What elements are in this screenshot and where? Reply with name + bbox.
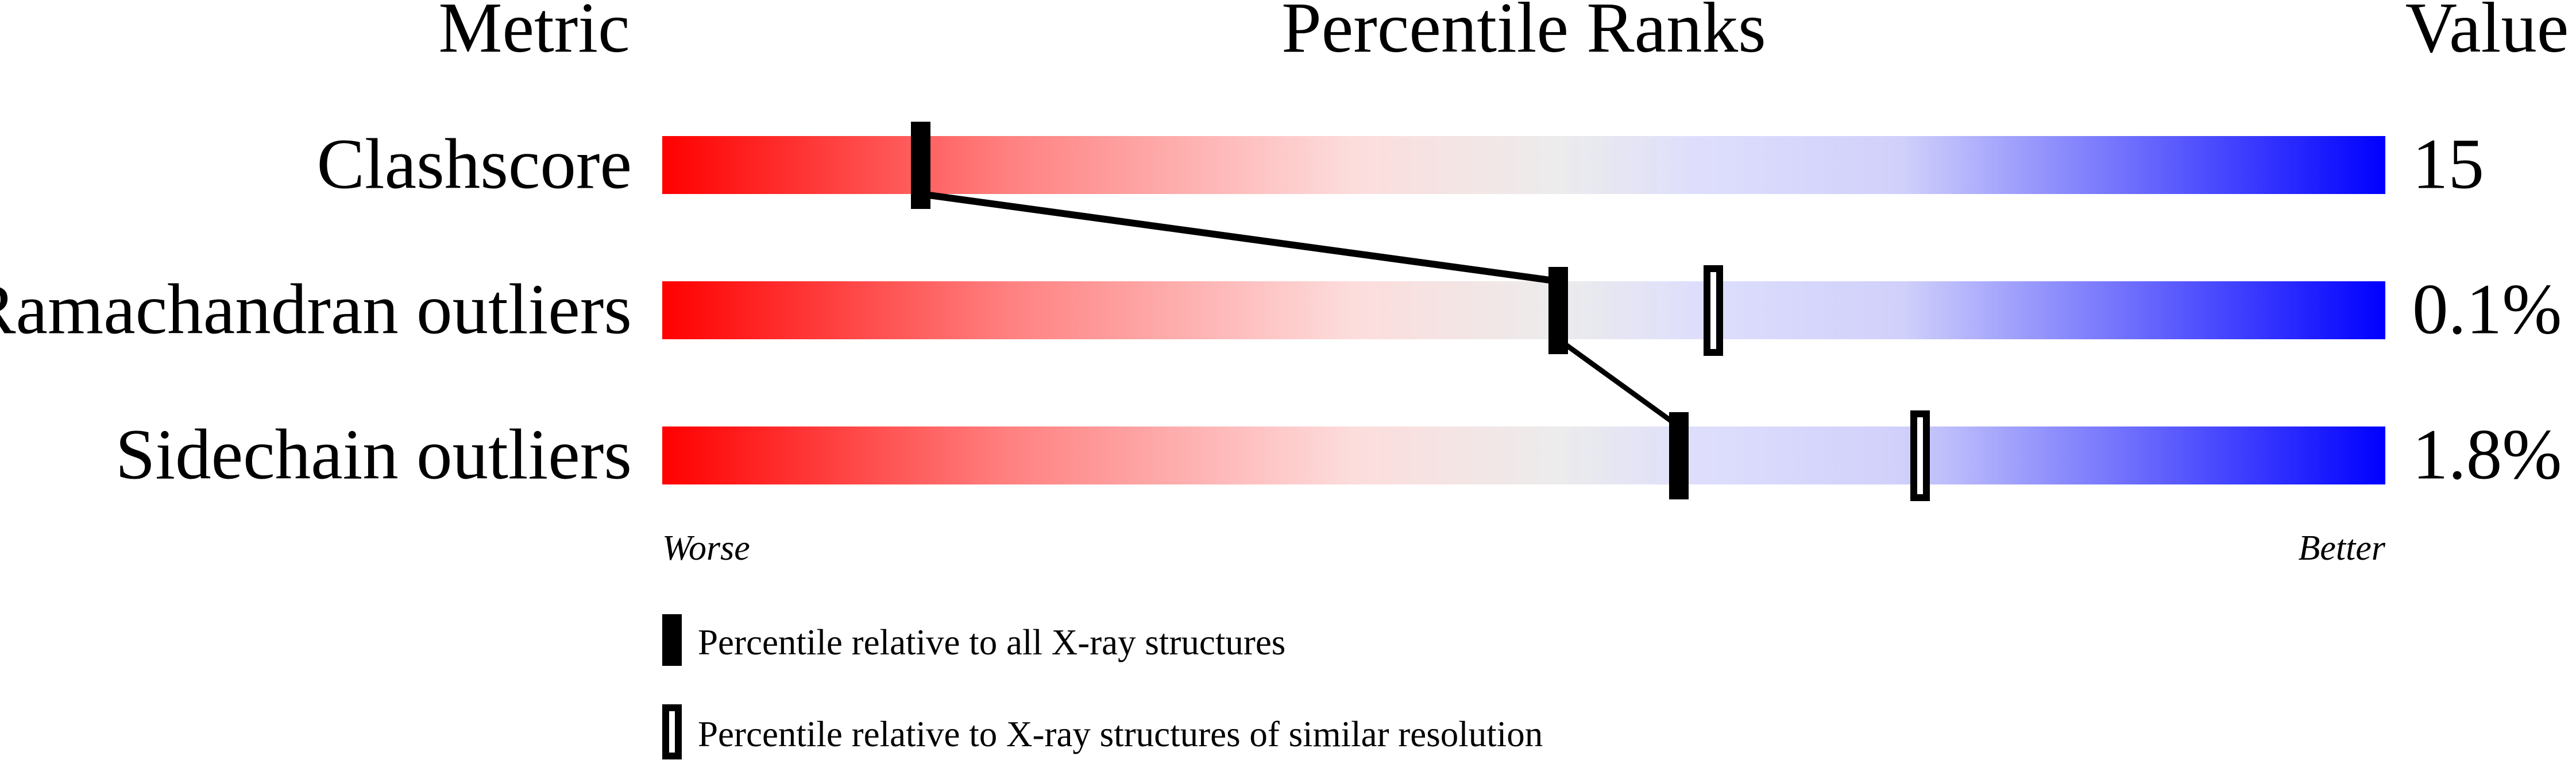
percentile-similar-marker [1704, 265, 1723, 356]
legend-filled-label: Percentile relative to all X-ray structu… [698, 622, 1285, 662]
header-percentile-ranks: Percentile Ranks [1281, 0, 1766, 68]
percentile-similar-marker [1910, 410, 1930, 501]
axis-worse-label: Worse [662, 529, 750, 568]
header-metric: Metric [438, 0, 629, 68]
metric-label: Ramachandran outliers [0, 270, 632, 350]
axis-better-label: Better [2299, 529, 2386, 568]
metric-value: 0.1% [2412, 270, 2562, 350]
metric-value: 1.8% [2412, 416, 2562, 495]
percentile-all-marker [1669, 412, 1689, 499]
metric-label: Sidechain outliers [115, 416, 632, 495]
legend-filled-marker [662, 614, 682, 666]
legend-open-marker [662, 704, 682, 759]
percentile-bar [662, 281, 2385, 339]
connector-line [1557, 337, 1681, 429]
percentile-bar [662, 136, 2385, 194]
connector-line [920, 191, 1559, 285]
percentile-bar [662, 426, 2385, 484]
header-value: Value [2405, 0, 2569, 68]
legend-open-label: Percentile relative to X-ray structures … [698, 714, 1543, 754]
metric-label: Clashscore [317, 125, 632, 204]
metric-value: 15 [2412, 125, 2484, 204]
